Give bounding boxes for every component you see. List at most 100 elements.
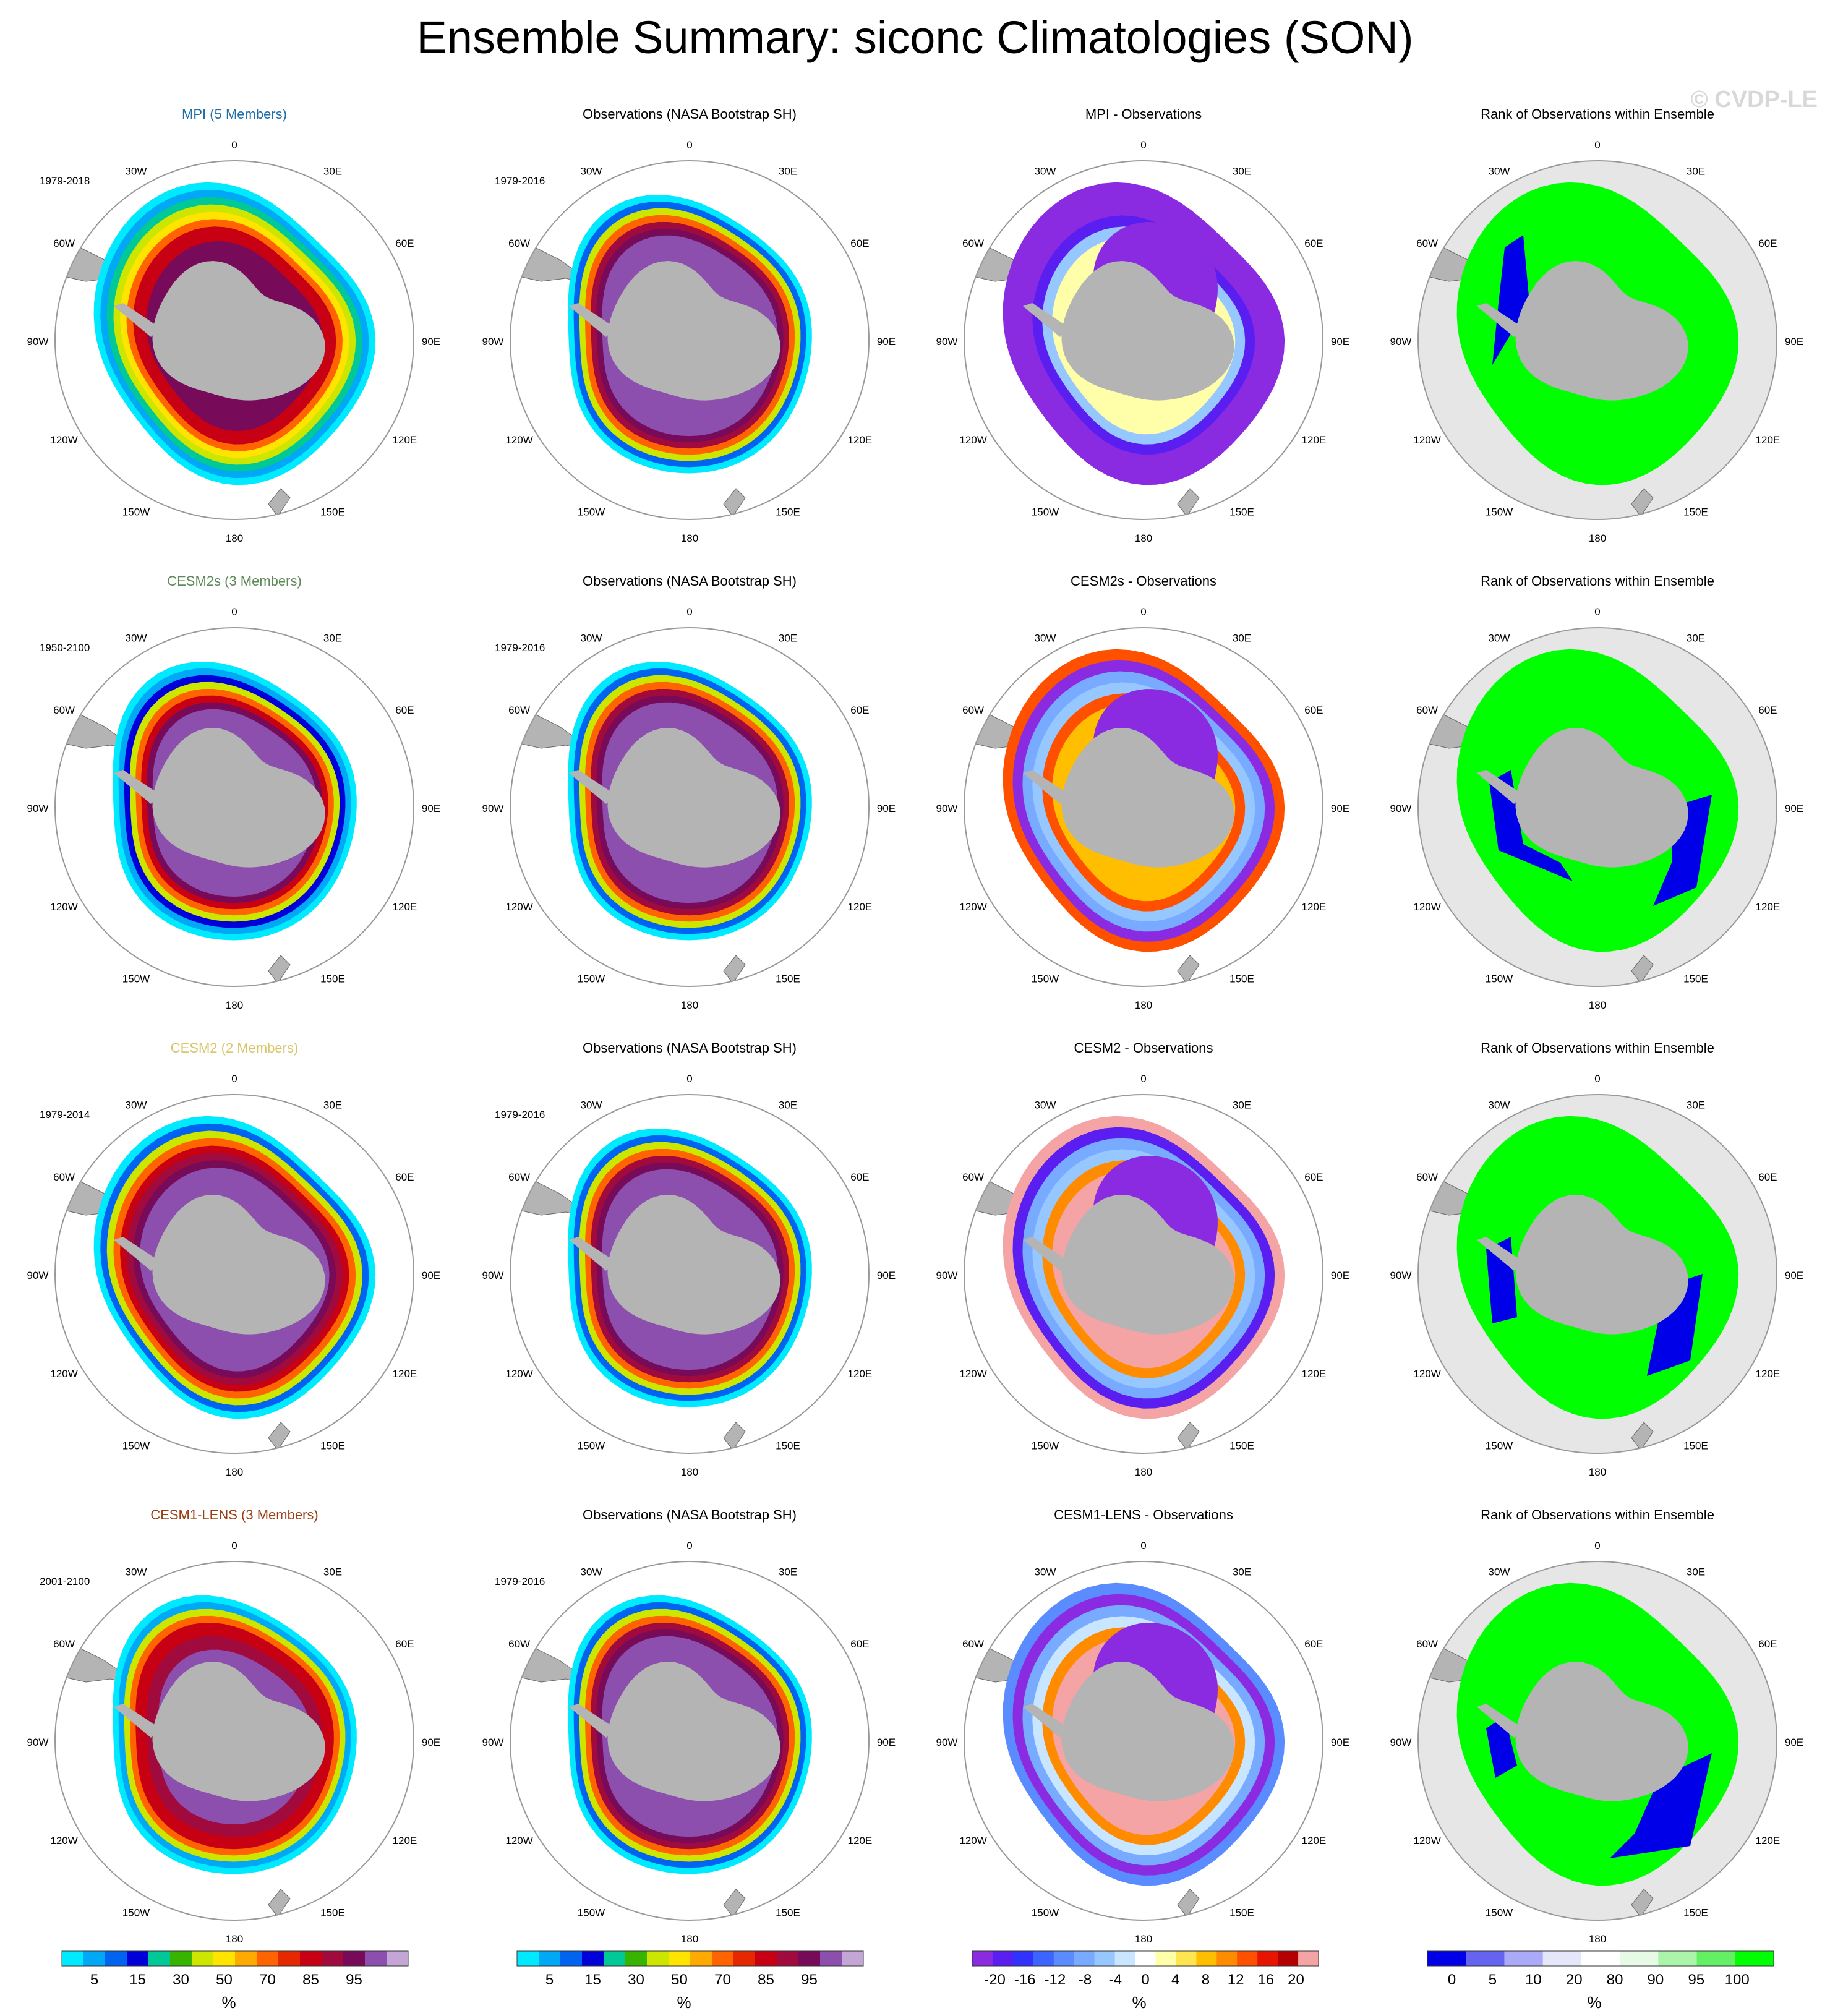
longitude-label: 150W <box>578 1440 605 1451</box>
longitude-label: 30W <box>1489 1100 1510 1111</box>
colorbar-swatch <box>560 1951 583 1966</box>
antarctica-landmass <box>607 1195 780 1335</box>
colorbar-swatch <box>1427 1951 1466 1966</box>
longitude-label: 120E <box>848 1835 873 1847</box>
panel-title: MPI - Observations <box>1085 106 1202 122</box>
rank-low-region <box>1486 1237 1703 1376</box>
rank-low-region <box>1489 770 1712 906</box>
panel-title: CESM1-LENS - Observations <box>1054 1507 1233 1523</box>
colorbar-swatch <box>820 1951 842 1966</box>
longitude-label: 0 <box>1594 606 1600 618</box>
longitude-label: 60W <box>962 1638 984 1650</box>
colorbar-2: 5 15 30 50 70 85 95% <box>516 1950 864 2012</box>
colorbar-3: -20 -16 -12 -8 -4 0 4 8 12 16 20% <box>972 1950 1319 2012</box>
longitude-label: 90E <box>422 1736 440 1748</box>
panel-title: Rank of Observations within Ensemble <box>1481 1507 1714 1523</box>
map-boundary <box>964 1561 1323 1921</box>
panel-title: Rank of Observations within Ensemble <box>1481 573 1714 589</box>
antarctica-landmass <box>607 1662 780 1801</box>
longitude-label: 120W <box>50 1368 77 1380</box>
longitude-label: 90W <box>482 1270 504 1281</box>
map-boundary <box>964 627 1323 987</box>
colorbar-swatch <box>1237 1951 1258 1966</box>
longitude-label: 90W <box>27 1736 49 1748</box>
colorbar-swatch <box>604 1951 626 1966</box>
longitude-label: 90W <box>1390 1270 1412 1281</box>
map-boundary <box>54 160 414 520</box>
longitude-label: 0 <box>686 1073 692 1085</box>
longitude-label: 0 <box>231 139 237 151</box>
longitude-label: 120E <box>1756 1368 1781 1380</box>
longitude-label: 120E <box>1302 1368 1327 1380</box>
longitude-label: 60E <box>1304 1171 1323 1183</box>
longitude-label: 30W <box>1489 633 1510 644</box>
longitude-label: 120E <box>393 901 417 913</box>
colorbar-swatch <box>647 1951 669 1966</box>
colorbar-swatch <box>83 1951 106 1966</box>
longitude-label: 150E <box>776 1440 800 1451</box>
longitude-label: 120E <box>1302 1835 1327 1847</box>
longitude-label: 120W <box>1413 1368 1440 1380</box>
longitude-label: 90E <box>1331 336 1349 348</box>
longitude-label: 150W <box>1486 1907 1513 1918</box>
panel-years: 1979-2016 <box>495 175 545 187</box>
panel-title: Observations (NASA Bootstrap SH) <box>583 1507 797 1523</box>
longitude-label: 30W <box>126 166 147 177</box>
longitude-label: 90W <box>1390 803 1412 814</box>
colorbar-tick-label: 8 <box>1202 1971 1210 1988</box>
map-boundary <box>1417 160 1777 520</box>
longitude-label: 0 <box>1140 1540 1146 1552</box>
colorbar-swatch <box>712 1951 734 1966</box>
diff-panel-1: 0 30E 60E 90E 120E 150E 180 150W 120W 90W 60W 30W MP… <box>936 106 1350 544</box>
obs-panel-4: 0 30E 60E 90E 120E 150E 180 150W 120W 90W 60W 30W Ob… <box>482 1507 896 1945</box>
longitude-label: 30W <box>581 1566 602 1578</box>
antarctic-peninsula <box>569 1237 615 1271</box>
new-zealand-landmass <box>1177 955 1200 984</box>
colorbar-swatch <box>1094 1951 1115 1966</box>
longitude-label: 90E <box>1331 803 1349 814</box>
longitude-label: 120W <box>505 901 532 913</box>
colorbar-swatch <box>170 1951 192 1966</box>
longitude-label: 150E <box>776 506 800 518</box>
longitude-label: 120E <box>1302 901 1327 913</box>
longitude-label: 150E <box>1683 1907 1708 1918</box>
longitude-label: 90E <box>877 803 896 814</box>
antarctic-peninsula <box>1477 770 1523 804</box>
longitude-label: 150W <box>1486 506 1513 518</box>
longitude-label: 150E <box>320 973 345 985</box>
longitude-label: 30W <box>1035 1566 1056 1578</box>
antarctic-peninsula <box>1477 1237 1523 1271</box>
longitude-label: 120W <box>1413 1835 1440 1847</box>
longitude-label: 180 <box>1135 1466 1152 1478</box>
colorbar-tick-label: 50 <box>671 1971 688 1988</box>
colorbar-swatch <box>1581 1951 1620 1966</box>
longitude-label: 60E <box>1758 1171 1777 1183</box>
new-zealand-landmass <box>1631 955 1654 984</box>
antarctica-landmass <box>607 261 780 401</box>
colorbar-swatch <box>733 1951 756 1966</box>
model-panel-3: 0 30E 60E 90E 120E 150E 180 150W 120W 90W 60W 30W CE… <box>27 1040 441 1478</box>
watermark: © CVDP-LE <box>1690 87 1818 113</box>
new-zealand-landmass <box>723 955 746 984</box>
longitude-label: 30E <box>1687 166 1705 177</box>
longitude-label: 30W <box>1035 166 1056 177</box>
panel-title: CESM2s (3 Members) <box>167 573 302 589</box>
longitude-label: 60E <box>395 704 414 716</box>
new-zealand-landmass <box>268 955 291 984</box>
colorbar-tick-label: 20 <box>1288 1971 1304 1988</box>
colorbar-swatch <box>1298 1951 1319 1966</box>
longitude-label: 0 <box>686 1540 692 1552</box>
colorbar-swatch <box>1278 1951 1299 1966</box>
colorbar-tick-label: 15 <box>584 1971 601 1988</box>
longitude-label: 120E <box>1756 901 1781 913</box>
longitude-label: 30E <box>323 1100 342 1111</box>
longitude-label: 120E <box>393 1368 417 1380</box>
antarctica-landmass <box>152 728 325 868</box>
longitude-label: 60W <box>1416 704 1438 716</box>
longitude-label: 90W <box>1390 336 1412 348</box>
new-zealand-landmass <box>1631 1889 1654 1918</box>
antarctica-landmass <box>1515 261 1688 401</box>
colorbar-swatch <box>539 1951 561 1966</box>
antarctica-landmass <box>607 728 780 868</box>
colorbar-swatch <box>257 1951 279 1966</box>
